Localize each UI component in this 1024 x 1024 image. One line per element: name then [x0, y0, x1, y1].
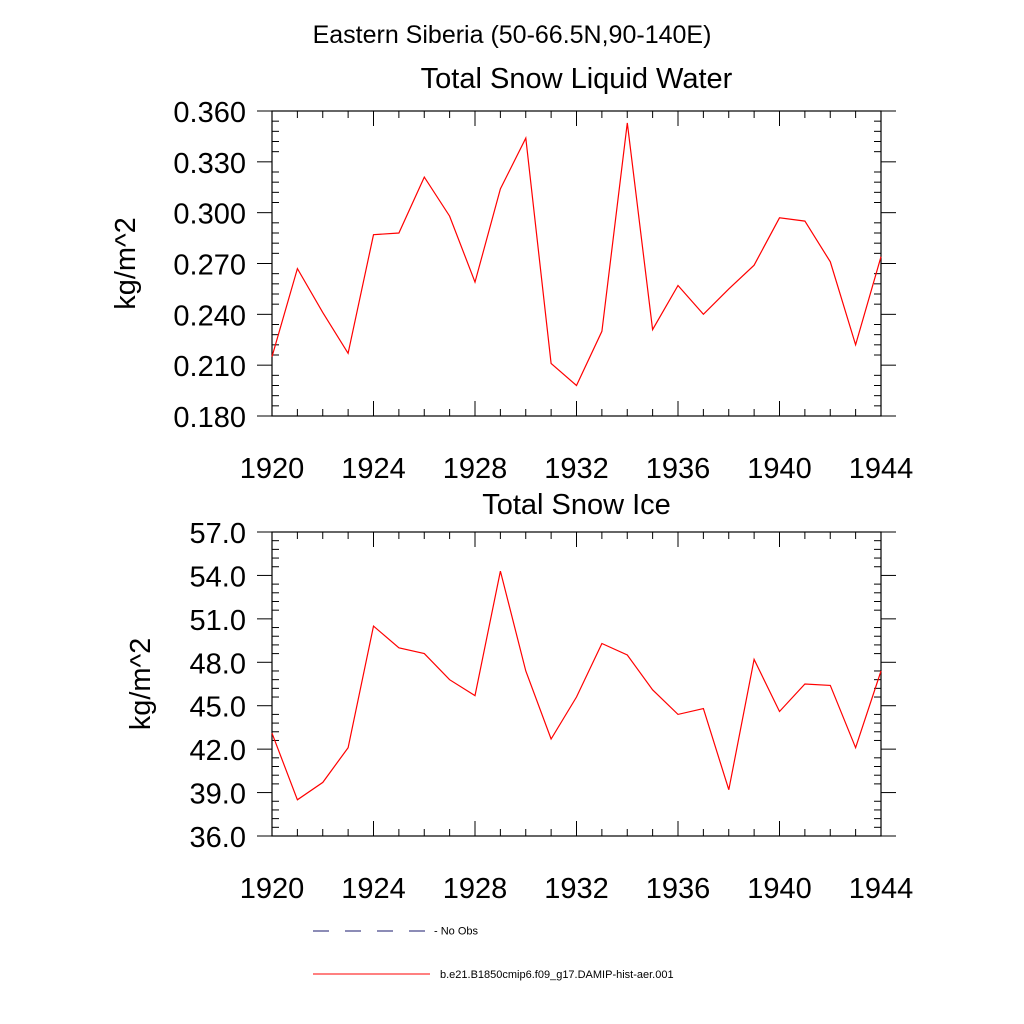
x-tick-label: 1940: [747, 453, 812, 485]
x-tick-label: 1924: [341, 453, 406, 485]
plot-frame: [271, 531, 882, 837]
y-tick-label: 36.0: [190, 822, 246, 854]
y-tick-label: 39.0: [190, 779, 246, 811]
x-tick-label: 1924: [341, 873, 406, 905]
legend-label-model: b.e21.B1850cmip6.f09_g17.DAMIP-hist-aer.…: [440, 969, 674, 981]
y-tick-label: 54.0: [190, 561, 246, 593]
y-tick-label: 0.270: [173, 250, 246, 282]
y-tick-label: 0.180: [173, 402, 246, 434]
x-tick-label: 1936: [646, 453, 711, 485]
x-tick-label: 1928: [443, 873, 508, 905]
legend: - No Obs b.e21.B1850cmip6.f09_g17.DAMIP-…: [313, 926, 674, 981]
x-tick-label: 1932: [544, 453, 609, 485]
y-tick-label: 51.0: [190, 605, 246, 637]
figure-title: Eastern Siberia (50-66.5N,90-140E): [313, 21, 712, 49]
y-tick-label: 0.240: [173, 300, 246, 332]
x-tick-label: 1928: [443, 453, 508, 485]
legend-label-no-obs: - No Obs: [434, 926, 479, 938]
y-tick-label: 0.330: [173, 148, 246, 180]
plot-frame: [271, 110, 882, 417]
x-tick-label: 1936: [646, 873, 711, 905]
y-tick-label: 0.360: [173, 97, 246, 129]
x-tick-label: 1940: [747, 873, 812, 905]
series-line: [271, 570, 882, 801]
y-tick-label: 57.0: [190, 518, 246, 550]
panel-snow-liquid-water: Total Snow Liquid Water kg/m^2 1920 1924 192…: [110, 63, 913, 485]
chart-title: Total Snow Liquid Water: [421, 63, 733, 95]
y-tick-label: 45.0: [190, 692, 246, 724]
x-tick-label: 1920: [240, 873, 305, 905]
y-tick-label: 0.300: [173, 199, 246, 231]
panel-snow-ice: Total Snow Ice kg/m^2 1920 1924 1928 1932 1936…: [125, 489, 913, 905]
y-tick-label: 0.210: [173, 351, 246, 383]
x-tick-label: 1920: [240, 453, 305, 485]
y-axis-label: kg/m^2: [125, 638, 157, 731]
x-tick-label: 1944: [849, 453, 914, 485]
series-line: [271, 122, 882, 387]
x-tick-label: 1932: [544, 873, 609, 905]
x-tick-label: 1944: [849, 873, 914, 905]
y-tick-label: 48.0: [190, 648, 246, 680]
y-tick-label: 42.0: [190, 735, 246, 767]
chart-title: Total Snow Ice: [482, 489, 671, 521]
y-axis-label: kg/m^2: [110, 217, 142, 310]
